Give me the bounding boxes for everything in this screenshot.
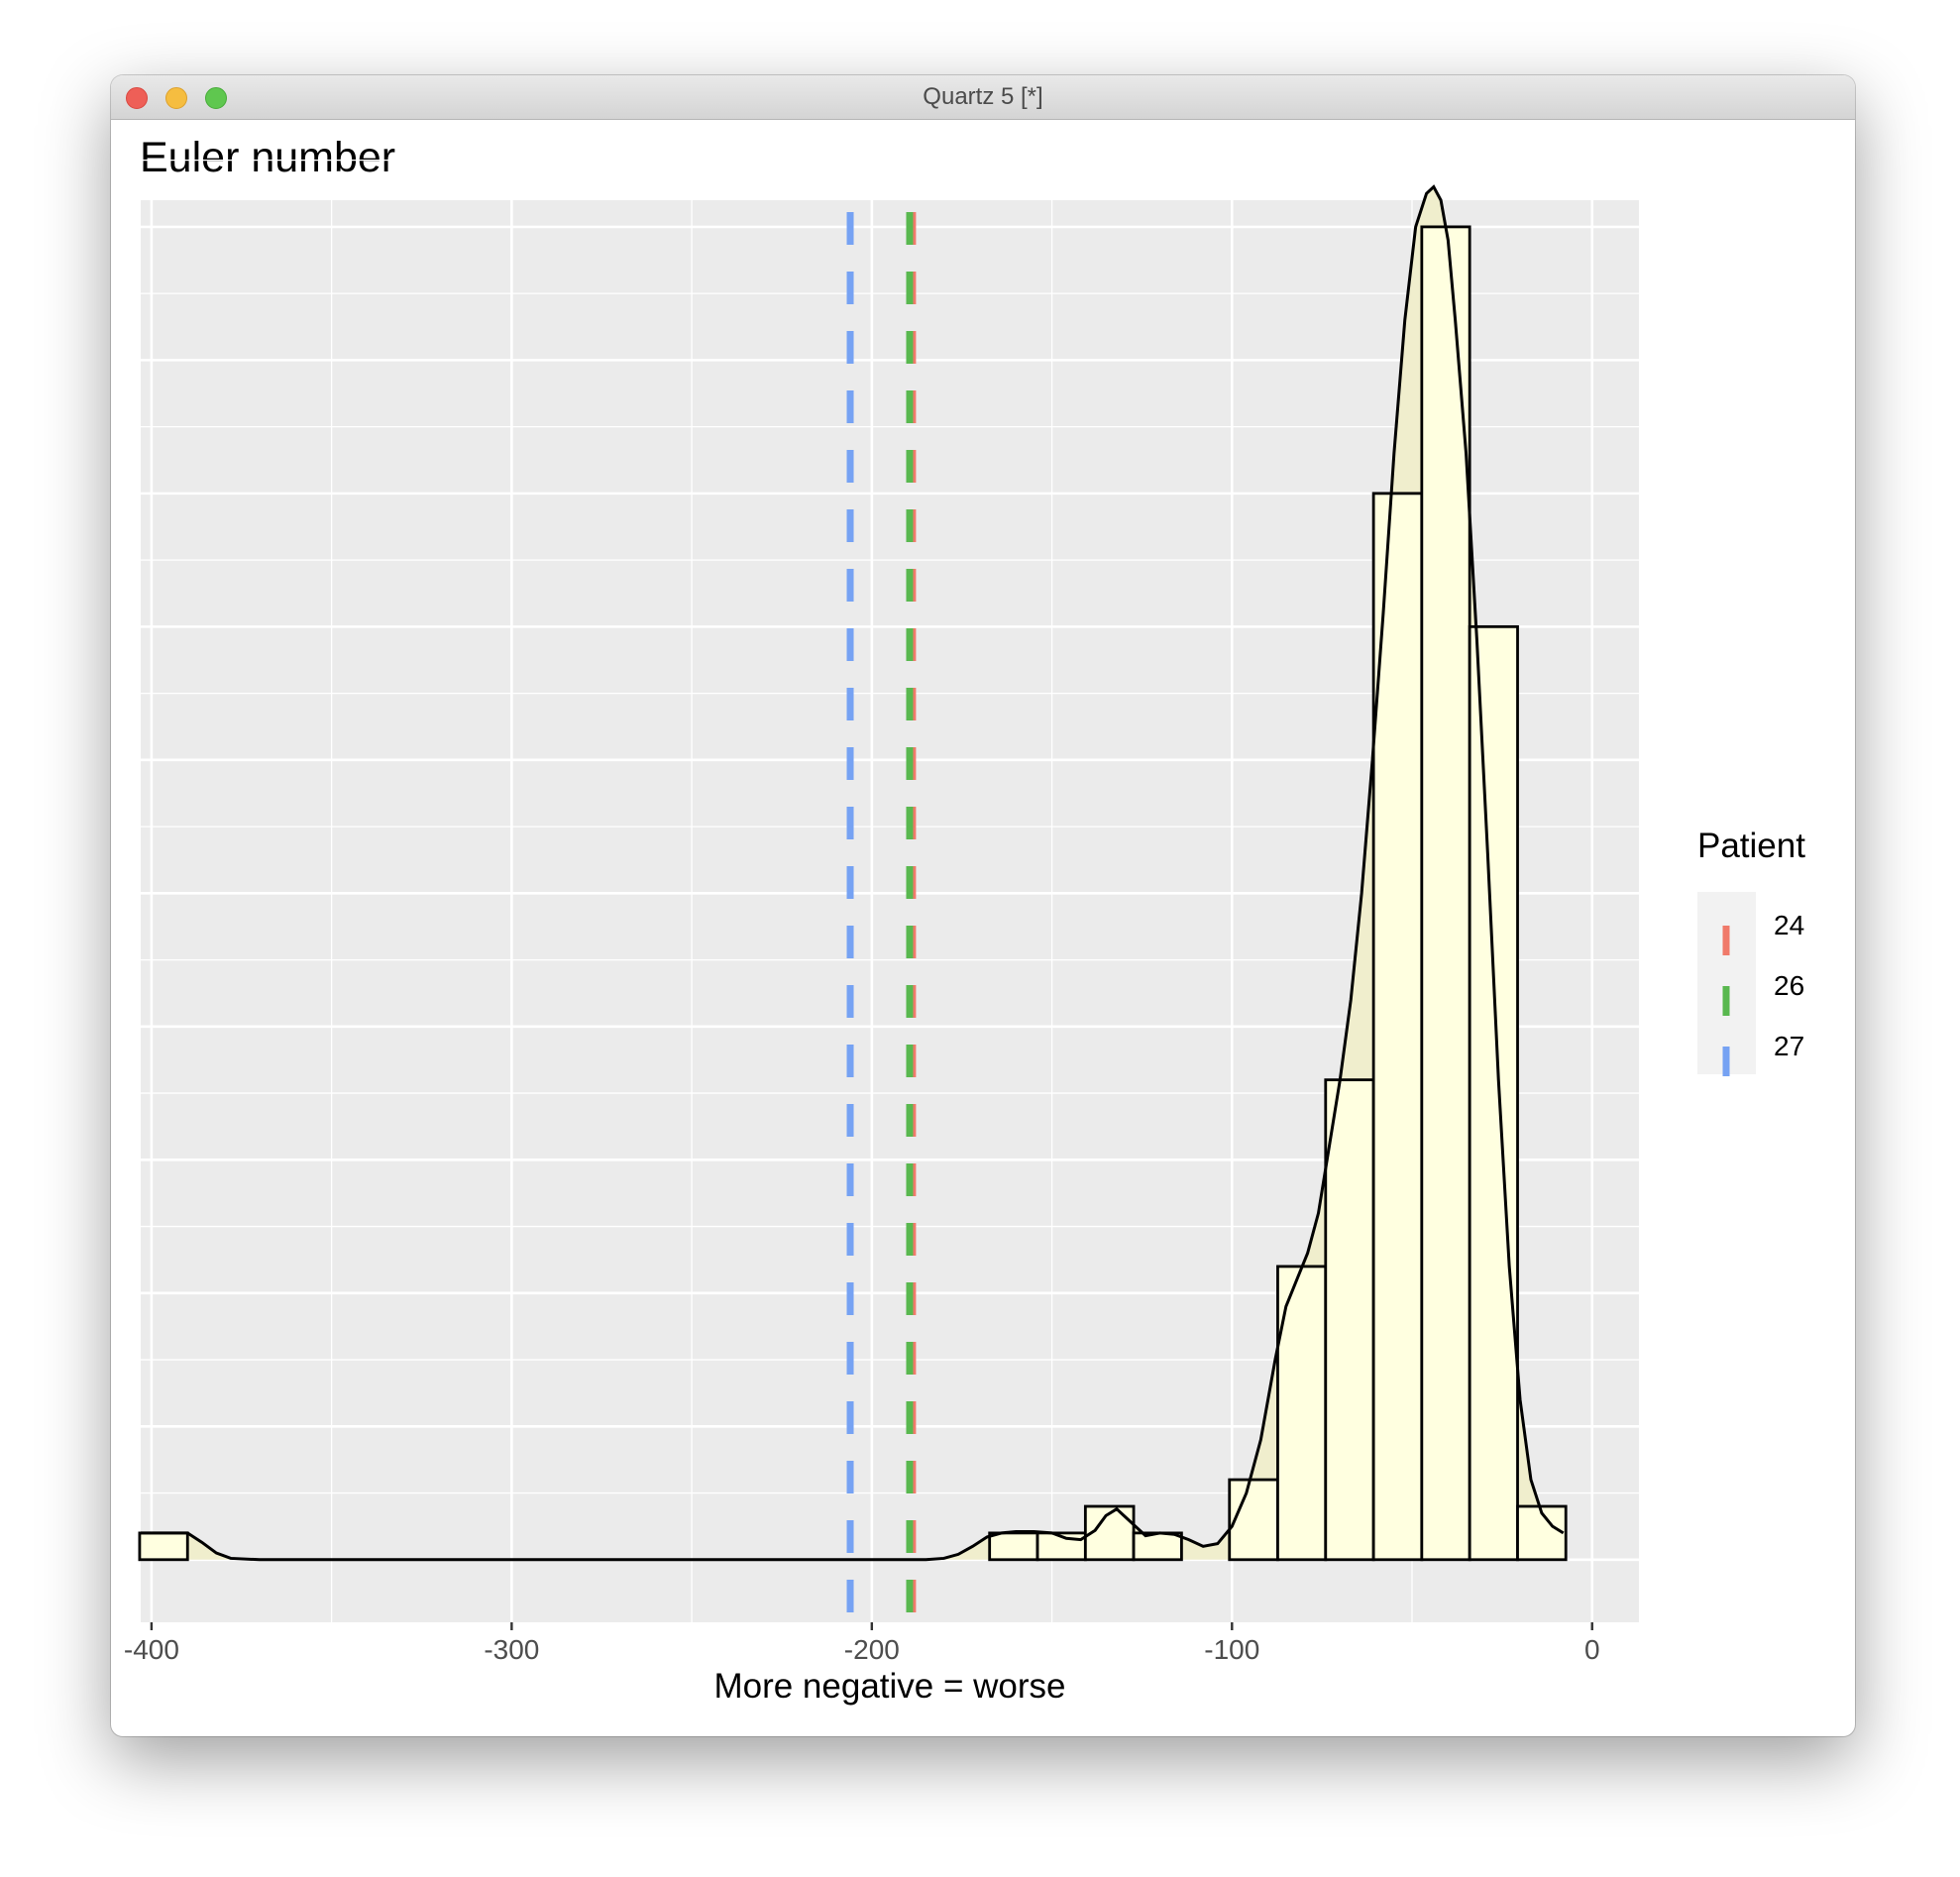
window-title: Quartz 5 [*] (923, 83, 1043, 110)
legend-label-26: 26 (1774, 970, 1804, 1001)
x-tick-label: -100 (1204, 1634, 1259, 1665)
density-curve (141, 184, 1565, 1562)
x-tick-label: -200 (844, 1634, 900, 1665)
x-tick-label: 0 (1584, 1634, 1600, 1665)
legend-label-24: 24 (1774, 910, 1804, 940)
legend: Patient 24 26 27 (1697, 827, 1805, 1076)
histogram-bar (1132, 1531, 1183, 1562)
chart-title: Euler number (140, 134, 395, 181)
close-button[interactable] (126, 87, 148, 109)
zoom-button[interactable] (205, 87, 227, 109)
histogram-bar (1468, 624, 1519, 1562)
histogram-bar (988, 1531, 1039, 1562)
minimize-button[interactable] (165, 87, 187, 109)
x-tick-label: -400 (124, 1634, 179, 1665)
histogram-bar (1516, 1504, 1568, 1562)
x-tick-label: -300 (484, 1634, 539, 1665)
legend-key-background (1697, 892, 1756, 1074)
legend-title: Patient (1697, 827, 1805, 865)
title-bar[interactable]: Quartz 5 [*] (111, 75, 1855, 120)
density-line (141, 184, 1565, 1562)
histogram-bar (138, 1531, 189, 1562)
x-axis-ticks: -400 -300 -200 -100 0 (124, 1622, 1600, 1665)
x-axis-label: More negative = worse (713, 1667, 1065, 1706)
histogram-bars (138, 225, 1568, 1562)
legend-label-27: 27 (1774, 1031, 1804, 1061)
histogram-bar (1324, 1078, 1375, 1562)
histogram-bar (1228, 1478, 1279, 1562)
plot-area: Euler number -400 -300 -200 -100 0 More nega… (124, 134, 1805, 1706)
histogram-bar (1420, 225, 1471, 1562)
histogram-bar (1371, 492, 1424, 1562)
quartz-window: Quartz 5 [*] Euler number -400 -300 -200 -1… (111, 75, 1855, 1736)
